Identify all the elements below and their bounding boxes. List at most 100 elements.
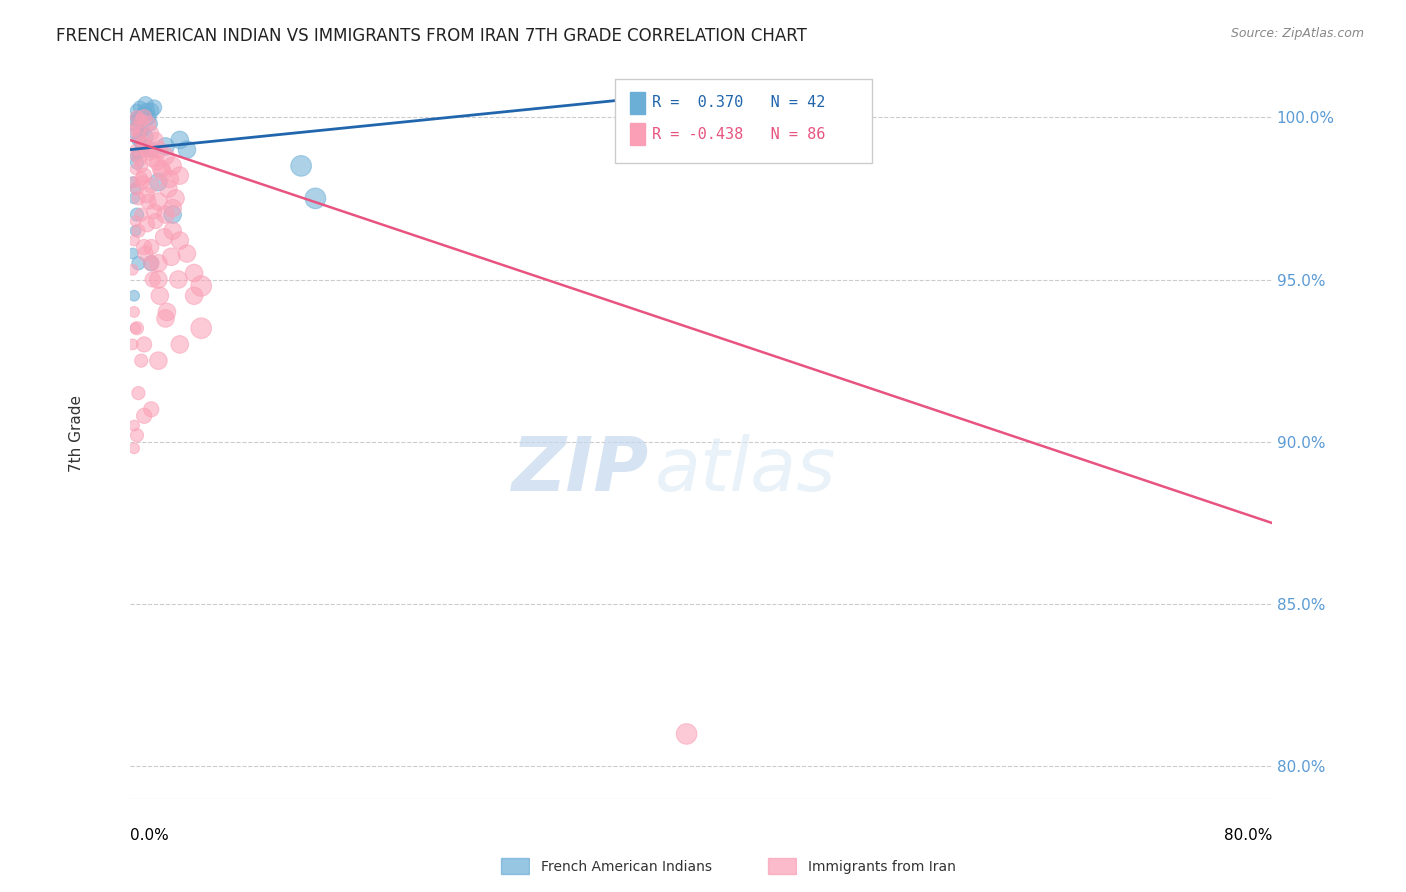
Point bbox=[135, 139, 157, 153]
Point bbox=[127, 113, 149, 128]
Point bbox=[139, 145, 162, 160]
Point bbox=[122, 442, 145, 456]
Point bbox=[183, 266, 205, 280]
Text: ZIP: ZIP bbox=[512, 434, 650, 507]
Point bbox=[125, 321, 148, 335]
Point bbox=[132, 139, 155, 153]
Point bbox=[141, 143, 163, 157]
Point bbox=[125, 149, 148, 163]
Point bbox=[129, 208, 152, 222]
Point bbox=[290, 159, 312, 173]
Point bbox=[148, 194, 170, 209]
Bar bbox=[630, 123, 645, 145]
Point bbox=[136, 217, 159, 231]
Point bbox=[169, 337, 191, 351]
Point bbox=[135, 246, 157, 260]
Point bbox=[124, 110, 146, 124]
Point bbox=[132, 107, 155, 121]
Point bbox=[128, 100, 150, 114]
Point bbox=[155, 139, 177, 153]
Point bbox=[122, 113, 145, 128]
Point bbox=[131, 136, 153, 151]
Point bbox=[136, 188, 159, 202]
Point bbox=[142, 153, 165, 167]
Point bbox=[141, 402, 163, 417]
Point bbox=[124, 143, 146, 157]
Point bbox=[138, 117, 160, 131]
Point bbox=[176, 143, 198, 157]
Point bbox=[121, 246, 143, 260]
Point bbox=[135, 97, 157, 112]
Text: FRENCH AMERICAN INDIAN VS IMMIGRANTS FROM IRAN 7TH GRADE CORRELATION CHART: FRENCH AMERICAN INDIAN VS IMMIGRANTS FRO… bbox=[56, 27, 807, 45]
Point bbox=[675, 727, 697, 741]
Point bbox=[124, 120, 146, 134]
Text: French American Indians: French American Indians bbox=[541, 860, 713, 874]
Point bbox=[127, 129, 149, 144]
Point bbox=[131, 175, 153, 189]
Text: Source: ZipAtlas.com: Source: ZipAtlas.com bbox=[1230, 27, 1364, 40]
Point bbox=[157, 181, 180, 195]
Point bbox=[145, 214, 167, 228]
Point bbox=[124, 181, 146, 195]
Point bbox=[141, 127, 163, 141]
Point bbox=[176, 246, 198, 260]
Point bbox=[129, 136, 152, 151]
Point bbox=[129, 159, 152, 173]
Point bbox=[136, 103, 159, 118]
Point bbox=[125, 208, 148, 222]
Point bbox=[132, 169, 155, 183]
Point bbox=[132, 110, 155, 124]
Point bbox=[155, 208, 177, 222]
Point bbox=[162, 159, 184, 173]
Point bbox=[125, 428, 148, 442]
Point bbox=[127, 224, 149, 238]
Point bbox=[129, 172, 152, 186]
Point bbox=[132, 240, 155, 254]
Text: atlas: atlas bbox=[655, 434, 837, 506]
Point bbox=[149, 289, 172, 303]
Point bbox=[138, 194, 160, 209]
Point bbox=[124, 149, 146, 163]
Point bbox=[150, 162, 173, 177]
Point bbox=[129, 113, 152, 128]
Point bbox=[143, 100, 166, 114]
Point bbox=[122, 123, 145, 137]
Point bbox=[169, 169, 191, 183]
Point bbox=[136, 143, 159, 157]
Point bbox=[128, 127, 150, 141]
Point bbox=[162, 201, 184, 215]
Point bbox=[169, 133, 191, 147]
Point bbox=[148, 175, 170, 189]
Text: Immigrants from Iran: Immigrants from Iran bbox=[808, 860, 956, 874]
Text: 80.0%: 80.0% bbox=[1223, 828, 1272, 843]
Point bbox=[190, 279, 212, 293]
Point bbox=[183, 289, 205, 303]
Point bbox=[141, 240, 163, 254]
Text: R = -0.438   N = 86: R = -0.438 N = 86 bbox=[652, 127, 825, 142]
Point bbox=[125, 181, 148, 195]
Point bbox=[148, 353, 170, 368]
Point bbox=[122, 234, 145, 248]
Point bbox=[132, 409, 155, 423]
Text: 0.0%: 0.0% bbox=[129, 828, 169, 843]
Point bbox=[131, 123, 153, 137]
Point bbox=[125, 120, 148, 134]
Point bbox=[190, 321, 212, 335]
Point bbox=[304, 191, 326, 205]
Point bbox=[122, 127, 145, 141]
Point bbox=[159, 172, 181, 186]
Point bbox=[127, 256, 149, 270]
Point bbox=[156, 305, 179, 319]
Point bbox=[121, 337, 143, 351]
Point bbox=[141, 256, 163, 270]
Point bbox=[146, 155, 169, 169]
Point bbox=[128, 127, 150, 141]
Point bbox=[121, 262, 143, 277]
Point bbox=[162, 224, 184, 238]
Point bbox=[153, 230, 176, 244]
Point bbox=[142, 272, 165, 286]
Point bbox=[127, 145, 149, 160]
Point bbox=[127, 191, 149, 205]
Point bbox=[124, 162, 146, 177]
Point bbox=[122, 289, 145, 303]
